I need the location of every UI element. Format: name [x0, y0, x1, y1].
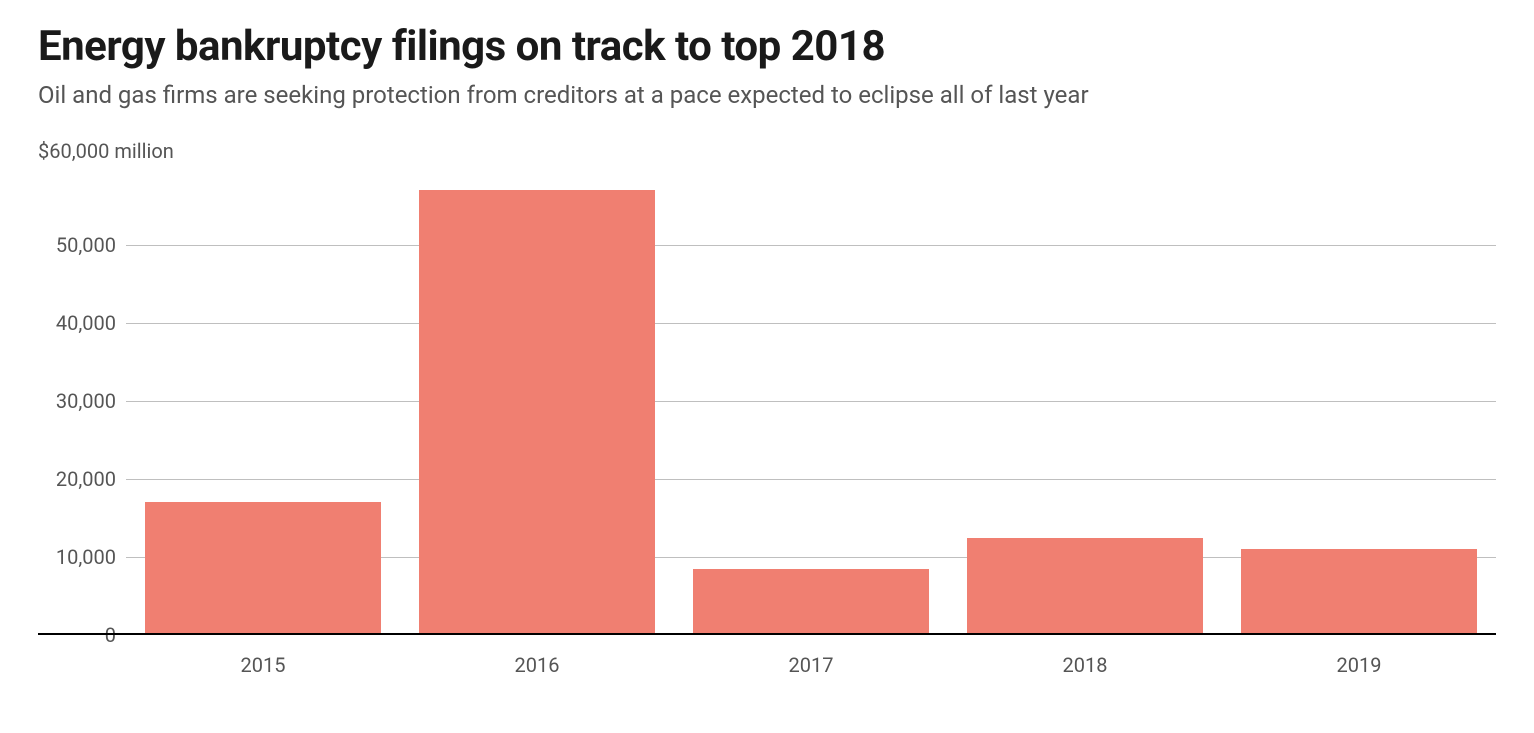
y-tick-label: 50,000 [26, 233, 116, 257]
bar-column [948, 167, 1222, 635]
bar [419, 190, 655, 635]
x-tick-label: 2018 [948, 653, 1222, 677]
chart-subtitle: Oil and gas firms are seeking protection… [38, 81, 1496, 109]
x-axis-labels: 2015 2016 2017 2018 2019 [126, 653, 1496, 677]
x-tick-label: 2016 [400, 653, 674, 677]
bar-column [126, 167, 400, 635]
bar-column [1222, 167, 1496, 635]
y-tick-label: 30,000 [26, 389, 116, 413]
chart-title: Energy bankruptcy filings on track to to… [38, 22, 1496, 71]
x-tick-label: 2019 [1222, 653, 1496, 677]
y-axis-top-label: $60,000 million [38, 139, 1496, 163]
x-tick-label: 2017 [674, 653, 948, 677]
y-tick-label: 40,000 [26, 311, 116, 335]
bar [967, 538, 1203, 636]
y-tick-label: 0 [26, 623, 116, 647]
x-tick-label: 2015 [126, 653, 400, 677]
y-tick-label: 20,000 [26, 467, 116, 491]
bar [693, 569, 929, 635]
bar [145, 502, 381, 635]
bar [1241, 549, 1477, 635]
bar-column [400, 167, 674, 635]
chart-container: Energy bankruptcy filings on track to to… [0, 0, 1534, 733]
bar-column [674, 167, 948, 635]
x-axis-baseline [38, 633, 1496, 635]
plot-area: 50,000 40,000 30,000 20,000 10,000 0 [126, 167, 1496, 635]
bars-group [126, 167, 1496, 635]
chart-zone: $60,000 million 50,000 40,000 30,000 20,… [38, 139, 1496, 677]
y-tick-label: 10,000 [26, 545, 116, 569]
